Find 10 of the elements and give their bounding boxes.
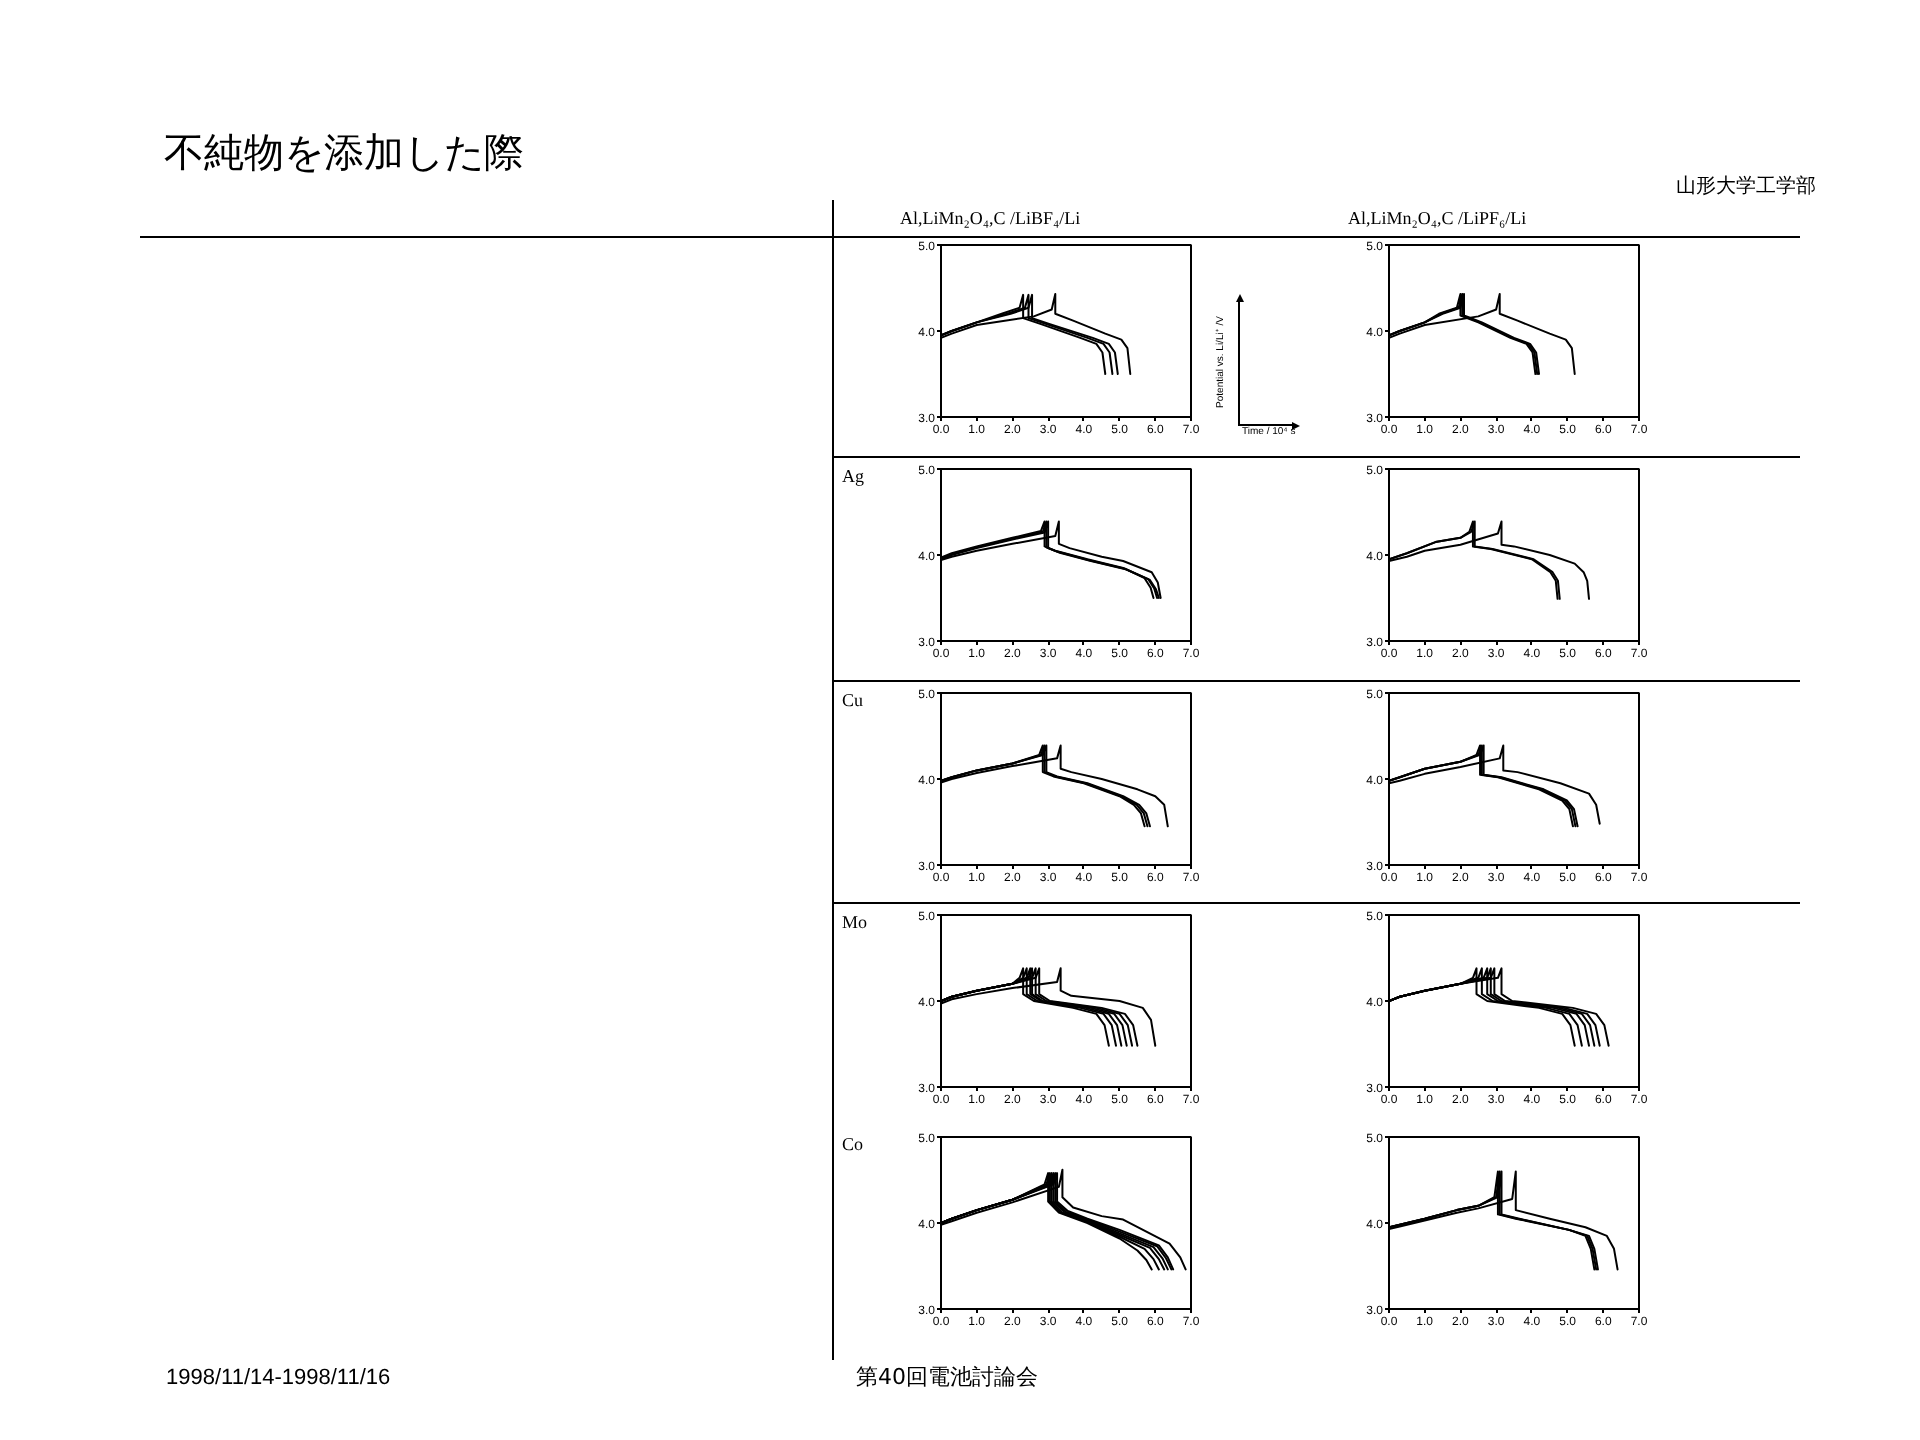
chart-title: Ag bbox=[840, 464, 864, 487]
text: 山形大学工学部 bbox=[1676, 173, 1816, 199]
text: 1998/11/14-1998/11/16 bbox=[166, 1364, 391, 1392]
text: 第40回電池討論会 bbox=[856, 1362, 1038, 1392]
chart-subtitle: Al,LiMn₂O₄,C /LiPF₆/Li bbox=[1348, 206, 1527, 229]
chart-title: Mo bbox=[840, 910, 868, 933]
text: 不純物を添加した際 bbox=[164, 126, 524, 176]
chart-title: Cu bbox=[840, 688, 864, 711]
chart-title: Co bbox=[840, 1132, 864, 1155]
chart-subtitle: Al,LiMn₂O₄,C /LiBF₄/Li bbox=[900, 206, 1081, 229]
